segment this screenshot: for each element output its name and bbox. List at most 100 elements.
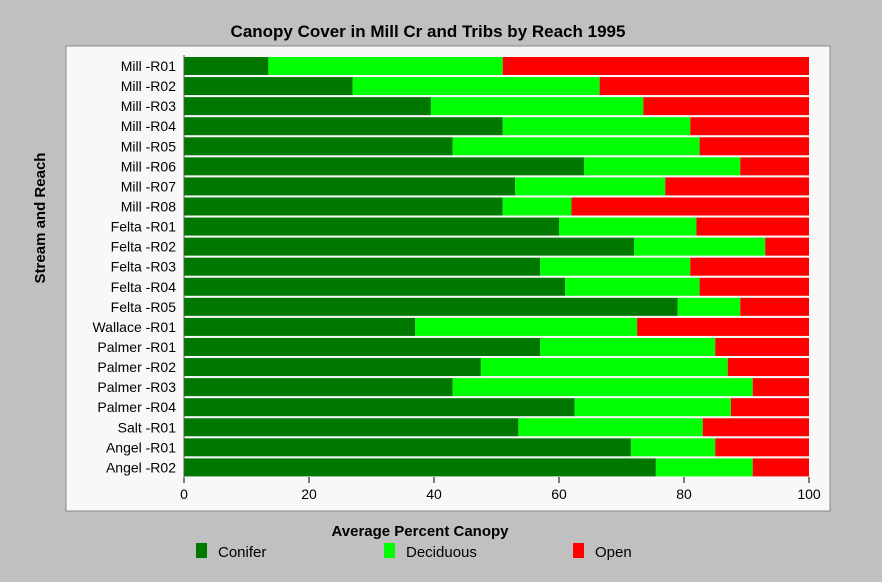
y-tick-label: Mill -R07 <box>121 178 176 194</box>
y-tick-label: Palmer -R04 <box>97 399 176 415</box>
bar-deciduous-10 <box>634 237 766 256</box>
y-tick-label: Mill -R06 <box>121 158 176 174</box>
y-tick-label: Palmer -R02 <box>97 359 176 375</box>
bar-open-12 <box>699 277 810 296</box>
bar-conifer-7 <box>184 177 516 196</box>
legend-label-deciduous: Deciduous <box>406 544 477 561</box>
bar-deciduous-16 <box>480 358 728 377</box>
y-tick-label: Palmer -R03 <box>97 379 176 395</box>
bar-deciduous-3 <box>430 97 644 116</box>
legend-swatch-open <box>573 543 584 558</box>
bar-deciduous-2 <box>352 77 600 96</box>
bar-open-16 <box>727 358 809 377</box>
y-tick-label: Mill -R01 <box>121 58 176 74</box>
bar-conifer-14 <box>184 317 416 336</box>
bar-conifer-10 <box>184 237 634 256</box>
bar-deciduous-11 <box>540 257 691 276</box>
x-axis-title: Average Percent Canopy <box>331 523 509 540</box>
chart-title: Canopy Cover in Mill Cr and Tribs by Rea… <box>231 22 626 41</box>
bar-open-14 <box>637 317 810 336</box>
y-tick-label: Mill -R02 <box>121 78 176 94</box>
y-tick-label: Felta -R02 <box>111 239 177 255</box>
bar-open-21 <box>752 458 809 477</box>
y-tick-label: Mill -R08 <box>121 198 176 214</box>
bar-conifer-18 <box>184 398 575 417</box>
y-tick-label: Felta -R03 <box>111 259 177 275</box>
x-tick-label: 60 <box>551 486 567 502</box>
y-tick-label: Mill -R05 <box>121 138 176 154</box>
bar-conifer-9 <box>184 217 559 236</box>
legend-label-open: Open <box>595 544 632 561</box>
bar-conifer-11 <box>184 257 541 276</box>
bar-conifer-17 <box>184 378 453 397</box>
y-tick-label: Palmer -R01 <box>97 339 176 355</box>
bar-deciduous-20 <box>630 438 716 457</box>
bar-conifer-13 <box>184 297 678 316</box>
bar-deciduous-5 <box>452 137 700 156</box>
legend: Conifer Deciduous Open <box>196 543 632 561</box>
y-tick-label: Angel -R02 <box>106 459 176 475</box>
bar-open-18 <box>730 398 810 417</box>
bar-deciduous-1 <box>268 57 503 75</box>
bar-deciduous-7 <box>515 177 666 196</box>
bar-deciduous-6 <box>584 157 741 176</box>
bar-open-7 <box>665 177 809 196</box>
legend-swatch-deciduous <box>384 543 395 558</box>
bar-open-13 <box>740 297 809 316</box>
bar-deciduous-19 <box>518 418 703 437</box>
y-tick-labels: Mill -R01 Mill -R02 Mill -R03 Mill -R04 Mill… <box>92 58 176 475</box>
y-tick-label: Mill -R03 <box>121 98 176 114</box>
x-tick-label: 0 <box>180 486 188 502</box>
bar-deciduous-13 <box>677 297 741 316</box>
bar-conifer-6 <box>184 157 584 176</box>
y-tick-label: Felta -R05 <box>111 299 177 315</box>
bar-conifer-12 <box>184 277 566 296</box>
x-tick-label: 80 <box>676 486 692 502</box>
bar-deciduous-12 <box>565 277 700 296</box>
bar-conifer-21 <box>184 458 656 477</box>
bar-deciduous-8 <box>502 197 572 216</box>
bar-deciduous-4 <box>502 117 691 136</box>
bar-open-17 <box>752 378 809 397</box>
x-axis: 0 20 40 60 80 100 <box>180 55 821 502</box>
bar-conifer-5 <box>184 137 453 156</box>
bar-open-2 <box>599 77 810 96</box>
y-tick-label: Wallace -R01 <box>92 319 176 335</box>
y-tick-label: Mill -R04 <box>121 118 176 134</box>
legend-swatch-conifer <box>196 543 207 558</box>
bar-deciduous-18 <box>574 398 731 417</box>
x-tick-label: 20 <box>301 486 317 502</box>
bar-open-20 <box>715 438 809 457</box>
bar-open-9 <box>696 217 809 236</box>
y-tick-label: Angel -R01 <box>106 439 176 455</box>
bar-deciduous-14 <box>415 317 638 336</box>
bar-open-1 <box>502 57 809 75</box>
bars-layer <box>184 57 810 477</box>
bar-open-10 <box>765 237 809 256</box>
bar-conifer-16 <box>184 358 481 377</box>
bar-deciduous-21 <box>655 458 753 477</box>
y-tick-label: Felta -R04 <box>111 279 177 295</box>
bar-conifer-2 <box>184 77 353 96</box>
y-tick-label: Salt -R01 <box>118 419 177 435</box>
bar-open-3 <box>643 97 810 116</box>
bar-open-15 <box>715 337 809 356</box>
y-axis-title: Stream and Reach <box>32 153 49 284</box>
bar-conifer-8 <box>184 197 503 216</box>
bar-conifer-15 <box>184 337 541 356</box>
bar-conifer-1 <box>184 57 269 75</box>
bar-open-19 <box>702 418 809 437</box>
bar-conifer-4 <box>184 117 503 136</box>
bar-deciduous-15 <box>540 337 716 356</box>
x-tick-label: 40 <box>426 486 442 502</box>
x-tick-label: 100 <box>797 486 821 502</box>
y-tick-label: Felta -R01 <box>111 219 177 235</box>
legend-label-conifer: Conifer <box>218 544 266 561</box>
bar-open-4 <box>690 117 809 136</box>
bar-conifer-19 <box>184 418 519 437</box>
bar-open-11 <box>690 257 809 276</box>
bar-deciduous-9 <box>559 217 697 236</box>
bar-open-6 <box>740 157 809 176</box>
bar-open-5 <box>699 137 810 156</box>
